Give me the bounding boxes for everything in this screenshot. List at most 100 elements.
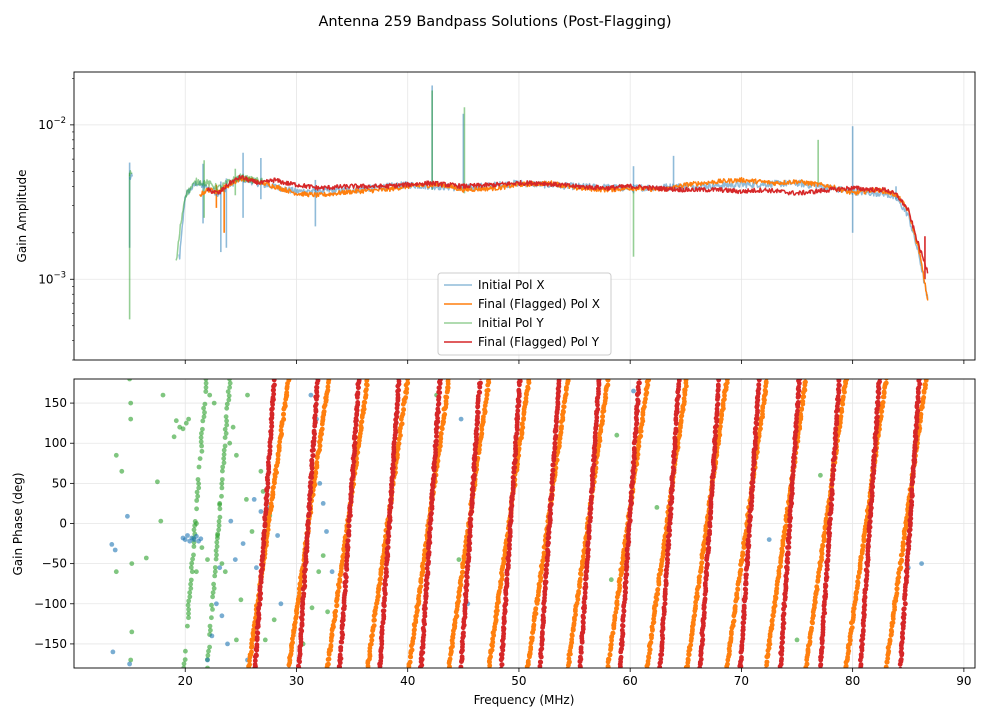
phase-point-final-y [634,420,640,426]
phase-point-final-y [548,511,554,516]
phase-point-initial-x [109,542,115,547]
phase-point-final-y [666,538,671,544]
phase-point-final-y [432,459,437,465]
phase-point-final-y [917,381,923,387]
phase-point-final-x [362,400,368,405]
phase-point-final-y [585,540,591,545]
phase-point-final-y [350,463,356,468]
phase-point-initial-x [240,541,246,546]
phase-point-final-y [826,525,832,531]
phase-point-final-x [364,382,369,387]
phase-point-final-x [800,399,806,404]
phase-point-final-y [305,518,311,524]
phase-point-final-y [789,480,795,486]
phase-point-final-y [438,379,443,383]
phase-point-initial-y [189,560,195,566]
phase-x-tick-label: 80 [845,674,860,688]
phase-point-initial-x [110,649,116,655]
phase-point-final-x [736,576,742,581]
phase-point-initial-y [271,617,277,623]
phase-point-final-x [317,447,322,453]
phase-point-final-y [622,589,628,594]
phase-point-initial-x [198,536,204,542]
phase-point-final-y [858,652,864,657]
phase-point-final-y [787,527,792,533]
phase-point-final-y [714,406,720,412]
phase-point-final-x [525,384,531,390]
phase-point-final-y [546,540,551,546]
chart-title: Antenna 259 Bandpass Solutions (Post-Fla… [318,14,671,30]
phase-point-initial-y [217,506,223,512]
tick-base: 10 [38,272,53,286]
phase-point-final-x [809,619,815,625]
phase-point-final-y [750,479,756,485]
phase-point-final-y [618,654,624,660]
phase-point-final-y [424,565,430,571]
phase-point-final-y [544,567,549,573]
phase-point-final-x [460,569,466,575]
phase-point-final-y [550,467,556,473]
phase-point-final-x [286,379,292,381]
phase-point-final-x [560,408,566,414]
phase-point-final-x [328,642,334,648]
phase-point-final-y [901,619,907,625]
phase-point-final-y [381,612,386,618]
phase-point-final-y [467,533,473,539]
phase-point-final-y [470,485,476,490]
phase-point-final-y [780,629,785,635]
phase-point-initial-y [207,644,213,650]
phase-point-final-y [662,601,668,607]
phase-point-initial-y [143,555,149,561]
phase-point-final-y [586,523,592,529]
phase-point-final-y [499,662,505,667]
phase-point-initial-y [245,392,250,398]
phase-point-final-y [342,583,348,589]
phase-point-final-x [276,443,282,449]
phase-point-final-y [902,591,908,597]
phase-point-final-x [811,613,816,619]
phase-point-final-x [899,552,905,557]
phase-point-initial-y [191,527,197,533]
phase-point-final-y [619,646,624,652]
phase-point-final-y [304,545,310,550]
phase-point-final-y [469,496,475,502]
phase-point-final-x [371,623,377,628]
phase-point-final-x [358,423,364,429]
phase-point-initial-y [196,481,202,487]
phase-point-final-x [495,608,500,614]
phase-point-final-x [438,431,444,437]
phase-point-final-y [553,433,559,439]
phase-point-final-y [745,549,751,555]
phase-point-final-x [573,612,578,618]
phase-point-initial-y [226,393,232,399]
phase-point-final-x [404,386,410,392]
phase-point-final-x [657,567,663,573]
phase-point-final-y [794,416,799,421]
phase-point-initial-x [228,518,234,524]
phase-point-final-y [818,662,824,667]
phase-point-final-y [555,399,561,405]
phase-point-final-y [349,481,354,486]
phase-point-final-x [600,418,605,424]
phase-point-final-y [825,557,831,563]
phase-point-final-y [741,603,747,609]
phase-point-initial-y [316,569,322,575]
phase-point-final-y [624,559,630,565]
phase-point-final-x [896,574,902,580]
phase-point-final-x [725,661,730,667]
phase-point-initial-y [198,439,204,445]
phase-panel: −150 −100 −50 0 50 100 150 20 30 40 50 60 70 80 90 Ga… [11,378,976,707]
amplitude-series [128,170,929,301]
amplitude-y-ticks: 10−310−2 [38,78,74,361]
phase-point-initial-y [212,569,218,575]
phase-point-initial-y [160,392,166,398]
phase-point-final-x [883,380,889,386]
phase-point-final-y [595,395,601,400]
phase-point-final-y [436,395,442,400]
phase-point-final-x [364,387,369,392]
phase-x-ticks: 20 30 40 50 60 70 80 90 [178,668,972,688]
phase-point-final-y [586,547,591,553]
phase-point-initial-y [249,529,255,534]
phase-point-final-x [416,593,422,599]
phase-point-final-x [398,433,403,438]
